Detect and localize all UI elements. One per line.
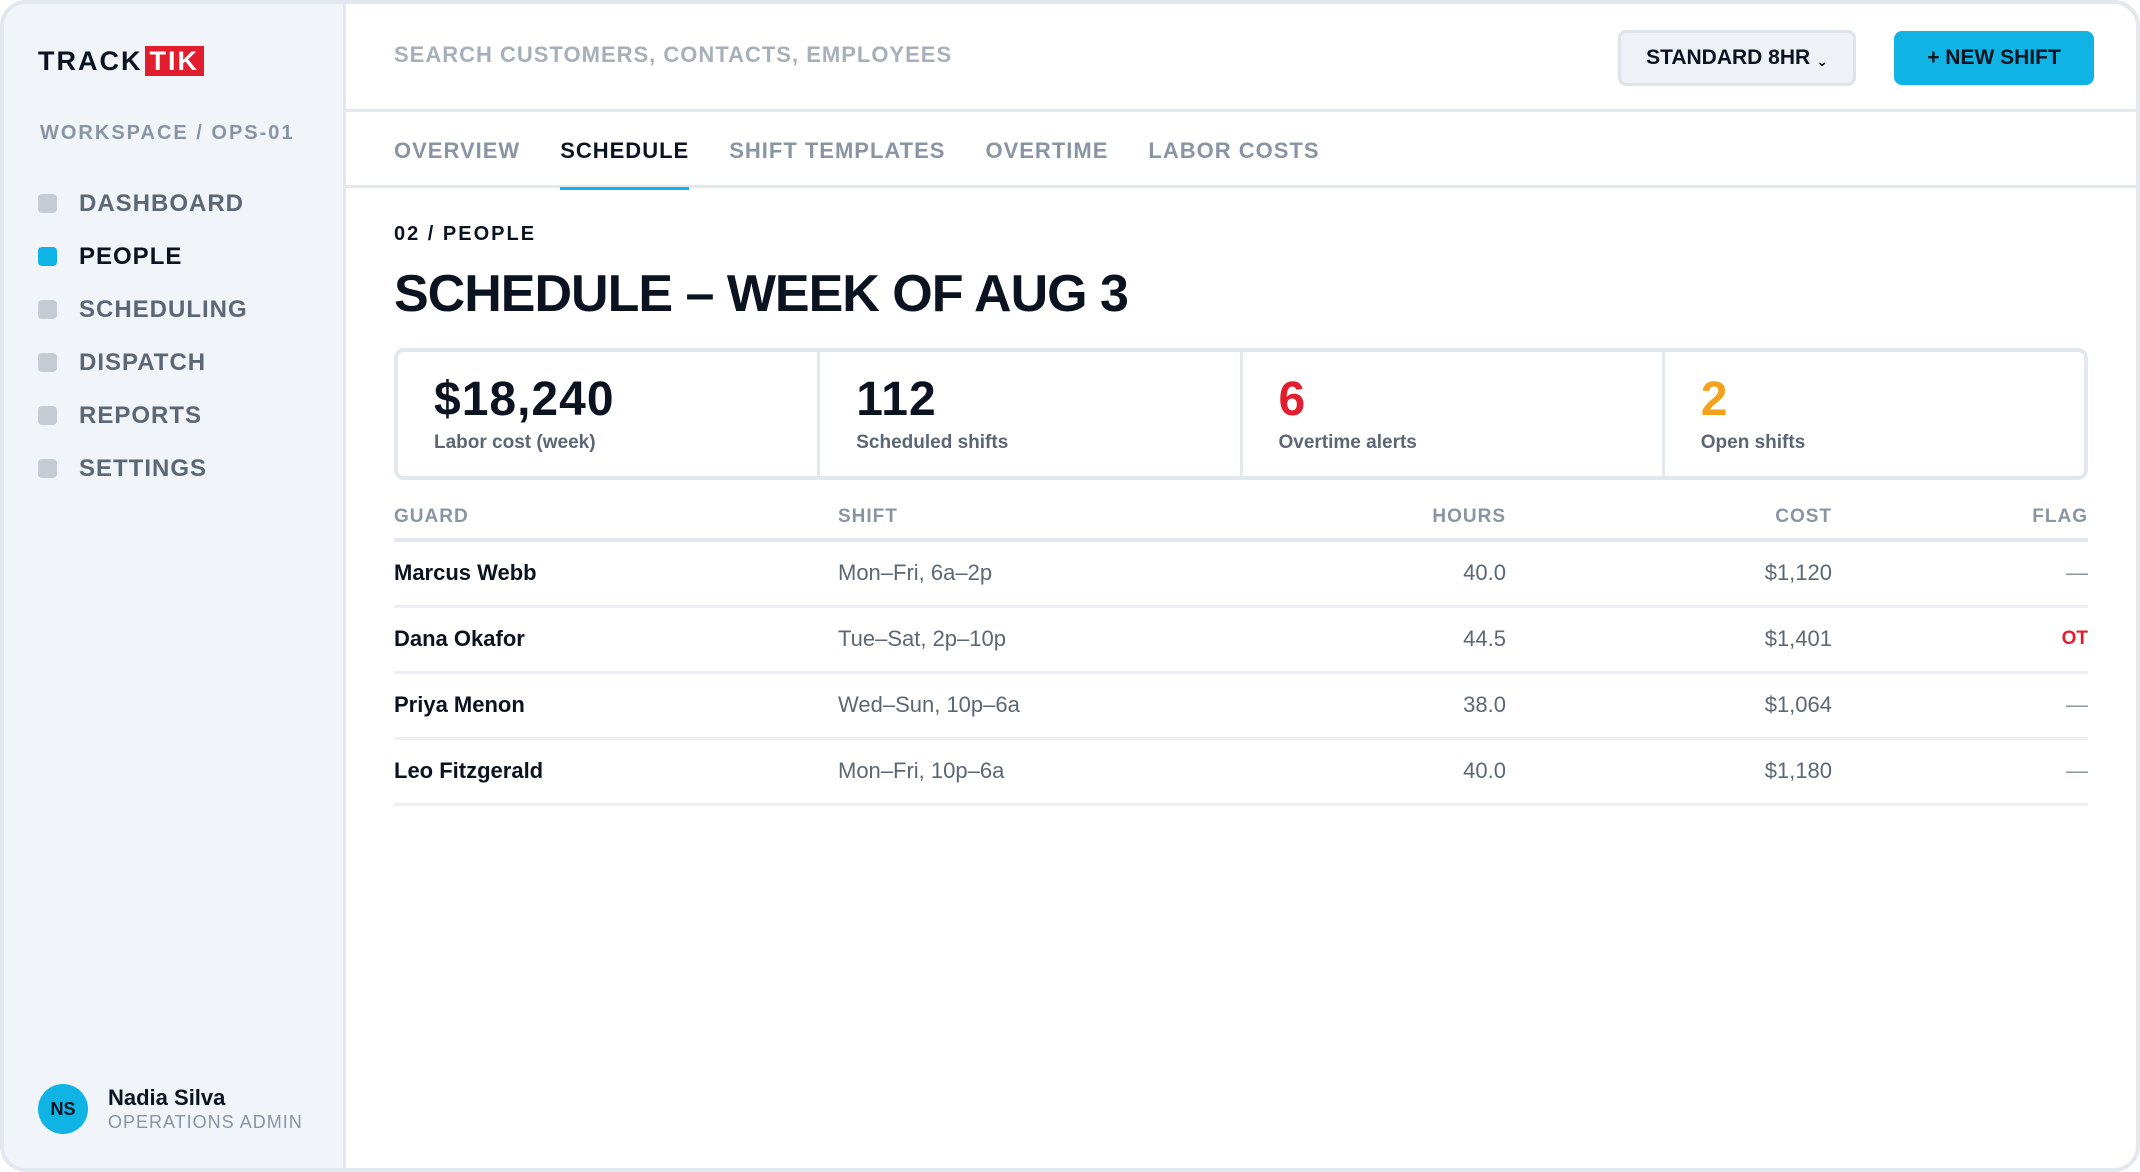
- user-info: Nadia Silva OPERATIONS ADMIN: [108, 1085, 303, 1133]
- tab-overtime[interactable]: OVERTIME: [985, 138, 1109, 163]
- logo-badge: TIK: [144, 46, 204, 76]
- cell-shift: Mon–Fri, 10p–6a: [838, 738, 1238, 806]
- sidebar-nav: DASHBOARD PEOPLE SCHEDULING DISPATCH REP…: [38, 177, 248, 495]
- table-header-row: GUARD SHIFT HOURS COST FLAG: [394, 496, 2088, 542]
- stats-panel: $18,240 Labor cost (week) 112 Scheduled …: [394, 348, 2088, 480]
- table-row[interactable]: Priya Menon Wed–Sun, 10p–6a 38.0 $1,064 …: [394, 672, 2088, 740]
- user-role: OPERATIONS ADMIN: [108, 1112, 303, 1132]
- sidebar-item-scheduling[interactable]: SCHEDULING: [38, 283, 248, 336]
- sidebar-item-settings[interactable]: SETTINGS: [38, 442, 248, 495]
- tab-schedule[interactable]: SCHEDULE: [560, 112, 690, 190]
- cell-shift: Wed–Sun, 10p–6a: [838, 672, 1238, 740]
- cell-shift: Tue–Sat, 2p–10p: [838, 606, 1238, 674]
- tab-bar: OVERVIEW SCHEDULE SHIFT TEMPLATES OVERTI…: [346, 112, 2136, 190]
- stat-value: 6: [1278, 373, 1307, 426]
- sidebar-item-people[interactable]: PEOPLE: [38, 230, 248, 283]
- sidebar: TRACK TIK WORKSPACE / OPS-01 DASHBOARD P…: [4, 4, 346, 1168]
- cell-cost: $1,180: [1506, 738, 1832, 806]
- stat-value: $18,240: [434, 373, 615, 426]
- logo-text: TRACK: [38, 45, 143, 76]
- main-panel: STANDARD 8HR ⌄ + NEW SHIFT OVERVIEW SCHE…: [346, 4, 2136, 1168]
- sidebar-item-reports[interactable]: REPORTS: [38, 389, 248, 442]
- nav-square-icon: [38, 459, 57, 478]
- table-row[interactable]: Marcus Webb Mon–Fri, 6a–2p 40.0 $1,120 —: [394, 540, 2088, 608]
- cell-flag: —: [1832, 738, 2088, 806]
- cell-guard: Leo Fitzgerald: [394, 738, 838, 806]
- sidebar-item-label: SETTINGS: [79, 454, 208, 482]
- new-shift-button[interactable]: + NEW SHIFT: [1894, 31, 2094, 85]
- shift-type-dropdown[interactable]: STANDARD 8HR ⌄: [1618, 30, 1856, 86]
- sidebar-item-label: SCHEDULING: [79, 295, 248, 323]
- cell-cost: $1,064: [1506, 672, 1832, 740]
- table-row[interactable]: Leo Fitzgerald Mon–Fri, 10p–6a 40.0 $1,1…: [394, 738, 2088, 806]
- top-bar: STANDARD 8HR ⌄ + NEW SHIFT: [346, 4, 2136, 112]
- stat-label: Labor cost (week): [434, 432, 596, 453]
- nav-square-icon: [38, 194, 57, 213]
- tab-labor-costs[interactable]: LABOR COSTS: [1148, 138, 1320, 163]
- column-header-guard[interactable]: GUARD: [394, 496, 838, 542]
- search-input[interactable]: [394, 42, 1094, 68]
- cell-hours: 40.0: [1238, 738, 1506, 806]
- stat-label: Open shifts: [1700, 432, 1806, 453]
- column-header-hours[interactable]: HOURS: [1238, 496, 1506, 542]
- schedule-table: GUARD SHIFT HOURS COST FLAG Marcus Webb …: [394, 496, 2088, 806]
- user-name: Nadia Silva: [108, 1085, 226, 1110]
- logo[interactable]: TRACK TIK: [38, 46, 204, 76]
- column-header-cost[interactable]: COST: [1506, 496, 1832, 542]
- cell-flag: —: [1832, 540, 2088, 608]
- nav-square-icon: [38, 300, 57, 319]
- stat-label: Overtime alerts: [1278, 432, 1417, 453]
- sidebar-item-label: REPORTS: [79, 401, 203, 429]
- sidebar-item-label: PEOPLE: [79, 242, 183, 270]
- column-header-shift[interactable]: SHIFT: [838, 496, 1238, 542]
- sidebar-item-dispatch[interactable]: DISPATCH: [38, 336, 248, 389]
- cell-flag: —: [1832, 672, 2088, 740]
- stat-labor-cost: $18,240 Labor cost (week): [398, 352, 821, 476]
- stat-overtime-alerts: 6 Overtime alerts: [1243, 352, 1665, 476]
- column-header-flag[interactable]: FLAG: [1832, 496, 2088, 542]
- page-content: 02 / PEOPLE SCHEDULE – WEEK OF AUG 3 $18…: [394, 191, 2088, 806]
- sidebar-item-label: DISPATCH: [79, 348, 207, 376]
- stat-value: 112: [856, 373, 937, 426]
- breadcrumb: 02 / PEOPLE: [394, 223, 537, 245]
- nav-square-icon: [38, 406, 57, 425]
- stat-scheduled-shifts: 112 Scheduled shifts: [820, 352, 1243, 476]
- sidebar-item-label: DASHBOARD: [79, 189, 244, 217]
- cell-guard: Priya Menon: [394, 672, 838, 740]
- chevron-down-icon: ⌄: [1816, 52, 1828, 69]
- user-profile[interactable]: NS Nadia Silva OPERATIONS ADMIN: [38, 1084, 303, 1134]
- table-row[interactable]: Dana Okafor Tue–Sat, 2p–10p 44.5 $1,401 …: [394, 606, 2088, 674]
- cell-cost: $1,401: [1506, 606, 1832, 674]
- page-title: SCHEDULE – WEEK OF AUG 3: [394, 265, 1129, 323]
- nav-square-icon: [38, 247, 57, 266]
- tab-shift-templates[interactable]: SHIFT TEMPLATES: [729, 138, 946, 163]
- cell-shift: Mon–Fri, 6a–2p: [838, 540, 1238, 608]
- avatar: NS: [38, 1084, 88, 1134]
- sidebar-item-dashboard[interactable]: DASHBOARD: [38, 177, 248, 230]
- workspace-label: WORKSPACE / OPS-01: [40, 122, 295, 144]
- cell-hours: 44.5: [1238, 606, 1506, 674]
- stat-open-shifts: 2 Open shifts: [1665, 352, 2084, 476]
- cell-guard: Dana Okafor: [394, 606, 838, 674]
- cell-hours: 40.0: [1238, 540, 1506, 608]
- overtime-badge: OT: [1832, 606, 2088, 674]
- stat-label: Scheduled shifts: [856, 432, 1009, 453]
- cell-cost: $1,120: [1506, 540, 1832, 608]
- cell-guard: Marcus Webb: [394, 540, 838, 608]
- tab-overview[interactable]: OVERVIEW: [394, 138, 521, 163]
- dropdown-label: STANDARD 8HR: [1646, 46, 1811, 69]
- stat-value: 2: [1700, 373, 1729, 426]
- cell-hours: 38.0: [1238, 672, 1506, 740]
- nav-square-icon: [38, 353, 57, 372]
